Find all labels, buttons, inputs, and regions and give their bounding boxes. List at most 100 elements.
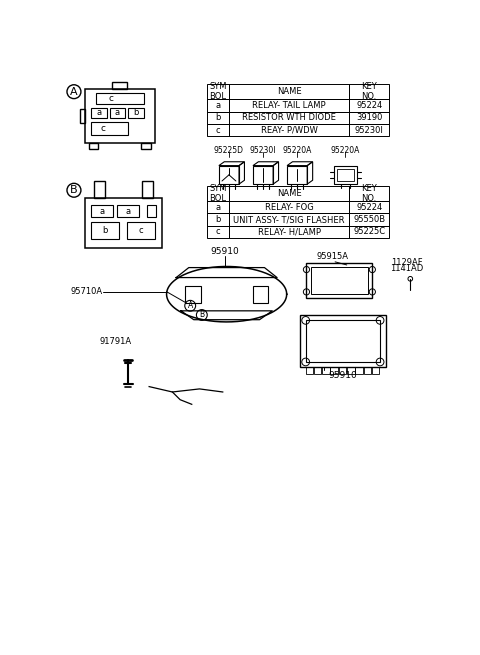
- Text: 95220A: 95220A: [282, 146, 312, 155]
- Text: 95224: 95224: [356, 101, 383, 110]
- Text: b: b: [102, 226, 108, 234]
- Text: REAY- P/WDW: REAY- P/WDW: [261, 126, 317, 135]
- Bar: [229, 112, 349, 124]
- Text: c: c: [108, 94, 114, 103]
- Bar: [207, 214, 229, 226]
- Bar: [207, 124, 229, 136]
- Text: A: A: [70, 86, 78, 97]
- Text: UNIT ASSY- T/SIG FLASHER: UNIT ASSY- T/SIG FLASHER: [233, 215, 345, 224]
- Text: b: b: [216, 215, 221, 224]
- Bar: [349, 112, 389, 124]
- Bar: [91, 205, 113, 217]
- Text: a: a: [216, 101, 221, 110]
- Bar: [207, 100, 229, 112]
- Bar: [85, 198, 162, 248]
- Bar: [128, 108, 144, 118]
- Bar: [207, 84, 229, 100]
- Bar: [349, 124, 389, 136]
- Bar: [311, 267, 368, 294]
- Bar: [185, 286, 201, 303]
- Bar: [80, 109, 85, 123]
- Bar: [117, 205, 139, 217]
- Text: RELAY- H/LAMP: RELAY- H/LAMP: [257, 227, 321, 236]
- Bar: [109, 108, 125, 118]
- Bar: [147, 205, 156, 217]
- Text: 91791A: 91791A: [100, 337, 132, 346]
- Text: NAME: NAME: [276, 189, 301, 198]
- Text: 95550B: 95550B: [353, 215, 385, 224]
- Text: RELAY- FOG: RELAY- FOG: [264, 202, 313, 212]
- Text: b: b: [133, 108, 139, 117]
- Bar: [142, 181, 153, 198]
- Text: a: a: [115, 108, 120, 117]
- Bar: [91, 108, 107, 118]
- Text: c: c: [216, 227, 220, 236]
- Bar: [229, 84, 349, 100]
- Bar: [306, 320, 380, 362]
- Bar: [322, 367, 330, 374]
- Bar: [334, 166, 357, 184]
- Text: c: c: [138, 226, 143, 234]
- Bar: [372, 367, 379, 374]
- Text: b: b: [216, 113, 221, 122]
- Text: c: c: [101, 124, 106, 133]
- Bar: [363, 367, 371, 374]
- Bar: [142, 143, 151, 149]
- Bar: [229, 100, 349, 112]
- Text: B: B: [70, 185, 78, 195]
- Text: SYM
BOL: SYM BOL: [209, 82, 227, 102]
- Text: a: a: [99, 206, 105, 215]
- Text: SYM
BOL: SYM BOL: [209, 183, 227, 203]
- Bar: [339, 367, 346, 374]
- Text: 95220A: 95220A: [331, 146, 360, 155]
- Bar: [252, 286, 268, 303]
- Bar: [349, 84, 389, 100]
- Text: 39190: 39190: [356, 113, 383, 122]
- Bar: [349, 185, 389, 201]
- Bar: [330, 367, 338, 374]
- Bar: [229, 124, 349, 136]
- Text: KEY
NO.: KEY NO.: [361, 82, 377, 102]
- Bar: [306, 263, 372, 298]
- Bar: [336, 169, 354, 181]
- Bar: [253, 166, 273, 184]
- Bar: [207, 112, 229, 124]
- Text: a: a: [216, 202, 221, 212]
- Text: 95910: 95910: [211, 247, 240, 255]
- Text: 1141AD: 1141AD: [391, 265, 424, 273]
- Text: KEY
NO.: KEY NO.: [361, 183, 377, 203]
- Text: c: c: [216, 126, 220, 135]
- Bar: [306, 367, 313, 374]
- Text: B: B: [199, 310, 204, 320]
- Bar: [207, 185, 229, 201]
- Text: 95225C: 95225C: [353, 227, 385, 236]
- Text: RELAY- TAIL LAMP: RELAY- TAIL LAMP: [252, 101, 326, 110]
- Bar: [314, 367, 322, 374]
- Bar: [207, 201, 229, 214]
- Bar: [287, 166, 307, 184]
- Bar: [229, 226, 349, 238]
- Text: 95910: 95910: [328, 371, 357, 380]
- Bar: [89, 143, 98, 149]
- Bar: [94, 181, 105, 198]
- Bar: [91, 122, 128, 135]
- Bar: [91, 222, 119, 239]
- Bar: [347, 367, 355, 374]
- Bar: [96, 93, 144, 104]
- Text: 95225D: 95225D: [214, 146, 244, 155]
- Bar: [127, 222, 155, 239]
- Bar: [300, 315, 385, 367]
- Bar: [207, 226, 229, 238]
- Bar: [355, 367, 363, 374]
- Bar: [219, 166, 239, 184]
- Text: 95230I: 95230I: [250, 146, 276, 155]
- Text: RESISTOR WTH DIODE: RESISTOR WTH DIODE: [242, 113, 336, 122]
- Bar: [229, 214, 349, 226]
- Text: A: A: [188, 301, 193, 310]
- Text: 95710A: 95710A: [71, 288, 103, 297]
- Text: NAME: NAME: [276, 87, 301, 96]
- Bar: [349, 201, 389, 214]
- Text: 95224: 95224: [356, 202, 383, 212]
- Text: 95915A: 95915A: [317, 252, 349, 261]
- Bar: [349, 100, 389, 112]
